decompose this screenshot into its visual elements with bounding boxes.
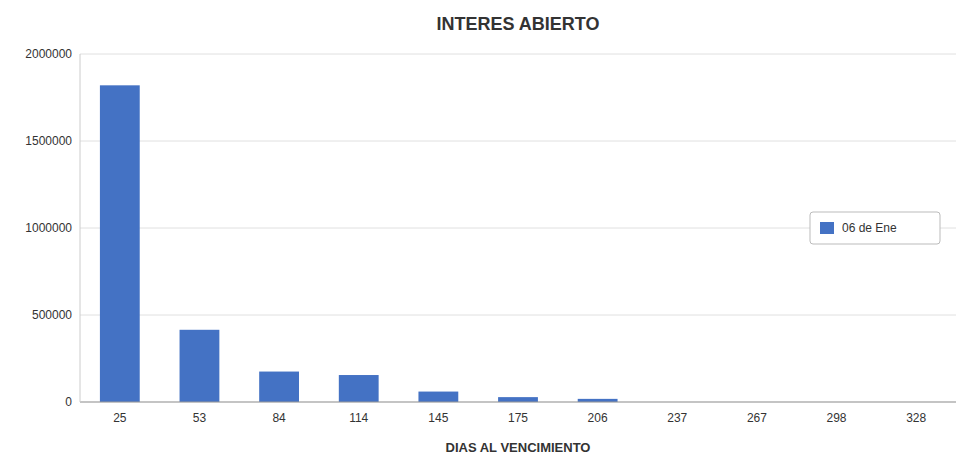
legend-label: 06 de Ene — [842, 221, 897, 235]
y-axis: 0 500000 1000000 1500000 2000000 — [25, 47, 956, 409]
chart-container: INTERES ABIERTO 0 500000 1000000 1500000 2000… — [0, 0, 980, 474]
x-tick-label: 267 — [747, 411, 767, 425]
y-tick-label: 0 — [65, 395, 72, 409]
grid-line — [80, 402, 956, 403]
x-tick-label: 237 — [667, 411, 687, 425]
y-tick-label: 1500000 — [25, 134, 72, 148]
grid-line — [80, 141, 956, 142]
bar — [100, 85, 140, 402]
x-tick-label: 84 — [272, 411, 286, 425]
legend-box — [810, 212, 940, 244]
x-tick-label: 328 — [906, 411, 926, 425]
x-tick-label: 114 — [349, 411, 368, 425]
bar — [498, 397, 538, 402]
grid-line — [80, 315, 956, 316]
x-tick-label: 53 — [193, 411, 207, 425]
x-tick-label: 25 — [113, 411, 127, 425]
y-axis-line — [80, 54, 81, 402]
y-tick-label: 500000 — [32, 308, 72, 322]
x-tick-label: 298 — [827, 411, 847, 425]
y-tick-label: 1000000 — [25, 221, 72, 235]
x-axis-line — [80, 402, 956, 403]
y-tick-label: 2000000 — [25, 47, 72, 61]
x-axis: 25 53 84 114 145 175 206 237 267 298 328 — [113, 411, 926, 425]
chart-svg: INTERES ABIERTO 0 500000 1000000 1500000 2000… — [0, 0, 980, 474]
x-tick-label: 206 — [588, 411, 608, 425]
bar — [418, 392, 458, 402]
grid-line — [80, 54, 956, 55]
x-tick-label: 145 — [428, 411, 448, 425]
x-tick-label: 175 — [508, 411, 528, 425]
legend-swatch — [820, 222, 834, 234]
bar — [339, 375, 379, 402]
bar — [180, 330, 220, 402]
bar — [259, 372, 299, 402]
legend: 06 de Ene — [810, 212, 940, 244]
x-axis-label: DIAS AL VENCIMIENTO — [446, 440, 591, 455]
chart-title: INTERES ABIERTO — [436, 14, 599, 34]
bars — [100, 85, 618, 402]
